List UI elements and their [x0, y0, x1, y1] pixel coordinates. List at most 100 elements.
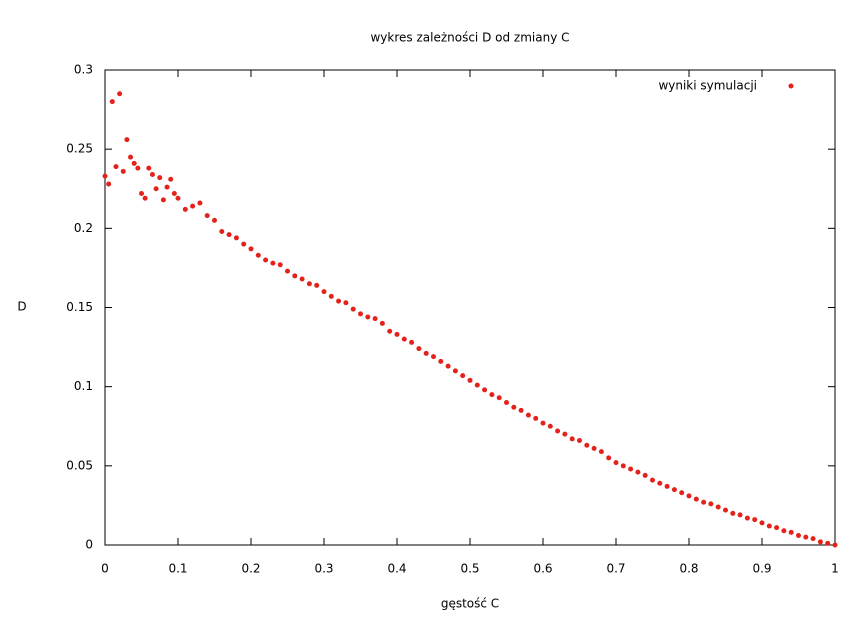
x-tick-label: 0.3	[314, 562, 333, 576]
point	[584, 442, 590, 448]
point	[131, 160, 137, 166]
point	[394, 331, 400, 337]
point	[153, 186, 159, 192]
point	[825, 540, 831, 546]
point	[401, 336, 407, 342]
y-tick-label: 0.3	[74, 63, 93, 77]
point	[336, 298, 342, 304]
point	[737, 512, 743, 518]
point	[168, 176, 174, 182]
y-tick-label: 0.1	[74, 379, 93, 393]
point	[328, 293, 334, 299]
point	[387, 328, 393, 334]
point	[730, 510, 736, 516]
point	[321, 289, 327, 295]
y-tick-label: 0.25	[66, 142, 93, 156]
point	[525, 412, 531, 418]
legend-label: wyniki symulacji	[658, 79, 757, 93]
point	[416, 346, 422, 352]
point	[752, 517, 758, 523]
x-axis-label: gęstość C	[441, 597, 499, 611]
point	[157, 175, 163, 181]
point	[723, 507, 728, 513]
point	[350, 306, 356, 312]
point	[744, 515, 750, 521]
chart-title: wykres zależności D od zmiany C	[370, 31, 569, 45]
point	[365, 314, 371, 320]
point	[299, 276, 305, 282]
x-tick-label: 0.1	[168, 562, 187, 576]
point	[314, 282, 320, 288]
point	[671, 487, 677, 493]
point	[796, 533, 801, 538]
point	[817, 539, 823, 545]
point	[562, 431, 568, 437]
point	[109, 99, 115, 105]
x-tick-label: 0.5	[460, 562, 479, 576]
point	[149, 172, 155, 177]
point	[467, 377, 473, 383]
point	[270, 260, 276, 266]
x-tick-label: 1	[831, 562, 839, 576]
point	[372, 316, 378, 322]
y-tick-label: 0	[85, 538, 93, 552]
point	[431, 354, 436, 360]
point	[591, 445, 597, 451]
point	[379, 320, 385, 326]
point	[788, 529, 794, 535]
point	[664, 483, 670, 489]
point	[106, 181, 112, 187]
point	[635, 469, 641, 475]
point	[650, 477, 655, 483]
point	[810, 536, 816, 542]
point	[832, 542, 838, 548]
point	[135, 165, 141, 171]
point	[241, 241, 247, 247]
point	[693, 496, 699, 502]
point	[142, 195, 148, 201]
y-axis-label: D	[17, 300, 26, 314]
point	[504, 400, 509, 405]
point	[642, 472, 648, 478]
point	[547, 423, 553, 429]
point	[569, 436, 575, 442]
point	[226, 232, 232, 238]
point	[781, 528, 787, 534]
point	[409, 339, 415, 345]
point	[445, 363, 451, 369]
point	[511, 404, 517, 410]
point	[482, 387, 488, 393]
point	[160, 197, 166, 203]
point	[292, 273, 298, 279]
point	[460, 373, 466, 379]
point	[540, 420, 546, 426]
point	[598, 449, 604, 455]
point	[489, 392, 495, 398]
y-tick-label: 0.05	[66, 458, 93, 472]
point	[204, 213, 210, 219]
point	[277, 262, 283, 268]
point	[628, 466, 634, 472]
y-tick-label: 0.15	[66, 300, 93, 314]
point	[219, 229, 225, 234]
point	[496, 395, 502, 401]
point	[117, 91, 123, 97]
point	[190, 203, 196, 209]
point	[423, 350, 429, 356]
x-tick-label: 0.2	[241, 562, 260, 576]
point	[438, 358, 444, 364]
point	[139, 191, 144, 196]
y-tick-label: 0.2	[74, 221, 93, 235]
x-tick-label: 0	[101, 562, 109, 576]
point	[606, 455, 612, 461]
point	[452, 368, 458, 374]
x-tick-label: 0.9	[752, 562, 771, 576]
point	[358, 311, 363, 317]
x-tick-label: 0.4	[387, 562, 406, 576]
point	[555, 428, 561, 434]
point	[306, 281, 312, 287]
x-tick-label: 0.7	[606, 562, 625, 576]
point	[620, 463, 626, 469]
point	[197, 200, 203, 206]
